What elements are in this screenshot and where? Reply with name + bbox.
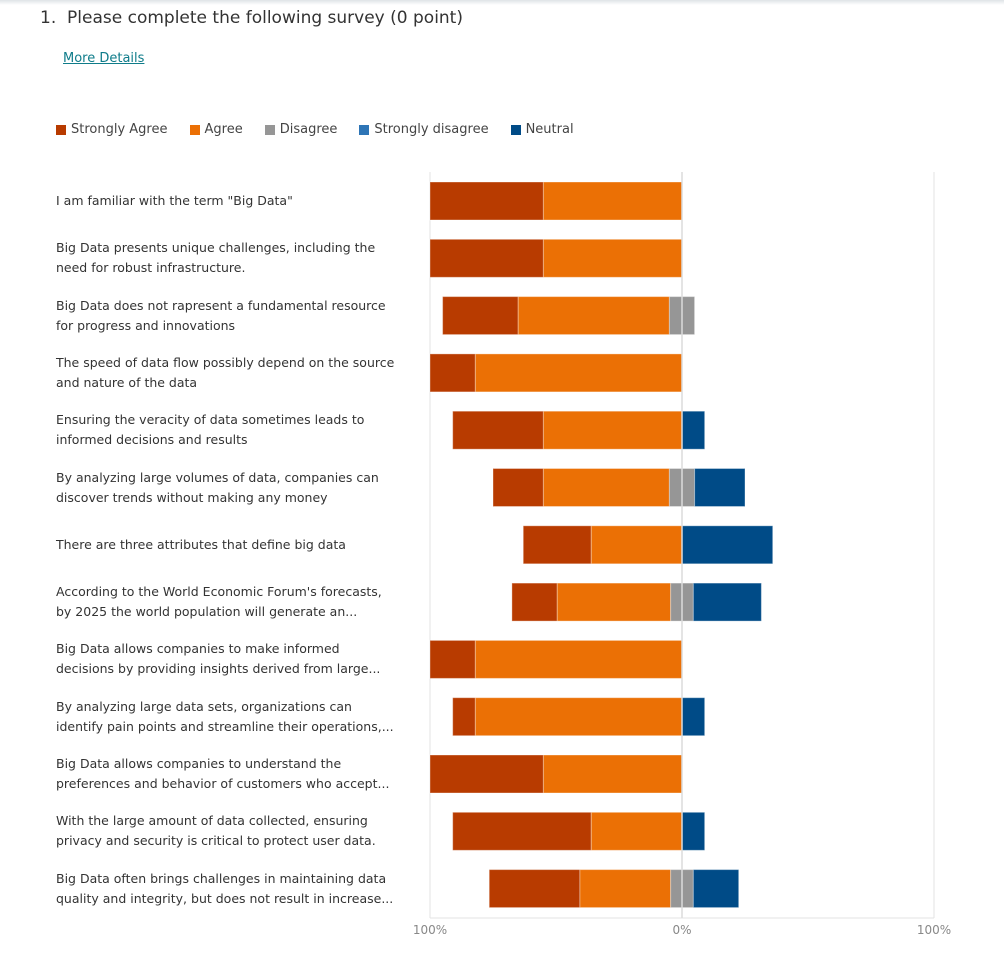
bar-segment-strongly-agree	[522, 525, 592, 565]
bar-segment-agree	[579, 869, 672, 909]
row-label: I am familiar with the term "Big Data"	[56, 193, 293, 208]
row-label: Ensuring the veracity of data sometimes …	[56, 412, 365, 448]
bar-segment-neutral	[692, 869, 740, 909]
bar-segment-agree	[542, 181, 683, 221]
bar-segment-strongly-agree	[452, 410, 544, 450]
bar-segment-neutral	[681, 410, 706, 450]
bar-segment-agree	[474, 353, 683, 393]
bar-segment-strongly-agree	[492, 468, 544, 507]
bar-segment-strongly-agree	[429, 754, 544, 794]
bar-segment-strongly-agree	[452, 697, 476, 737]
bar-segment-neutral	[694, 468, 746, 507]
bar-segment-neutral	[692, 582, 762, 622]
bar-segment-agree	[542, 754, 683, 794]
bar-segment-strongly-agree	[429, 181, 544, 221]
row-label: According to the World Economic Forum's …	[56, 584, 382, 620]
bar-segment-agree	[474, 697, 683, 737]
bar-segment-strongly-agree	[429, 353, 476, 393]
bar-segment-neutral	[681, 697, 706, 737]
bar-segment-strongly-agree	[511, 582, 558, 622]
bar-segment-strongly-agree	[429, 238, 544, 278]
row-label: There are three attributes that define b…	[56, 536, 346, 552]
top-shadow	[0, 0, 1004, 5]
bar-segment-agree	[542, 468, 670, 507]
legend-swatch	[56, 124, 66, 135]
row-label: Big Data often brings challenges in main…	[56, 870, 394, 906]
legend-swatch	[359, 124, 370, 135]
bar-segment-agree	[517, 296, 670, 336]
chart-legend: Strongly Agree Agree Disagree Strongly disa…	[56, 122, 574, 137]
bar-segment-agree	[556, 582, 672, 622]
legend-item: Strongly disagree	[359, 122, 489, 137]
bar-segment-agree	[542, 410, 683, 450]
bar-segment-neutral	[681, 525, 774, 565]
row-label: Big Data allows companies to make inform…	[56, 641, 381, 677]
x-tick-label: 100%	[917, 923, 951, 937]
row-label: By analyzing large data sets, organizati…	[56, 698, 394, 734]
question-title: 1. Please complete the following survey …	[40, 8, 463, 28]
bar-segment-neutral	[681, 811, 706, 851]
legend-label: Disagree	[279, 122, 338, 137]
row-label: With the large amount of data collected,…	[56, 813, 376, 849]
legend-item: Disagree	[264, 122, 338, 137]
legend-swatch	[189, 124, 200, 135]
row-label: Big Data allows companies to understand …	[56, 756, 390, 791]
bar-segment-agree	[590, 525, 683, 565]
legend-label: Agree	[204, 122, 243, 137]
bar-segment-agree	[474, 639, 683, 679]
legend-swatch	[264, 124, 275, 135]
legend-item: Agree	[189, 122, 243, 137]
bar-segment-agree	[542, 238, 683, 278]
row-label: By analyzing large volumes of data, comp…	[56, 469, 379, 505]
x-tick-label: 0%	[672, 923, 691, 937]
bar-segment-agree	[590, 811, 683, 851]
more-details-link[interactable]: More Details	[63, 51, 145, 66]
legend-label: Strongly disagree	[374, 122, 489, 137]
row-label: The speed of data flow possibly depend o…	[56, 354, 395, 390]
row-label: Big Data does not rapresent a fundamenta…	[56, 297, 386, 333]
row-label: Big Data presents unique challenges, inc…	[56, 240, 376, 276]
legend-item: Neutral	[510, 122, 574, 137]
legend-label: Neutral	[525, 122, 574, 137]
x-tick-label: 100%	[413, 923, 447, 937]
legend-item: Strongly Agree	[56, 122, 168, 137]
legend-label: Strongly Agree	[71, 122, 168, 137]
bar-segment-strongly-agree	[488, 869, 581, 909]
legend-swatch	[510, 124, 521, 135]
bar-segment-strongly-agree	[442, 296, 519, 336]
bar-segment-strongly-agree	[429, 639, 476, 679]
bar-segment-strongly-agree	[452, 811, 592, 851]
